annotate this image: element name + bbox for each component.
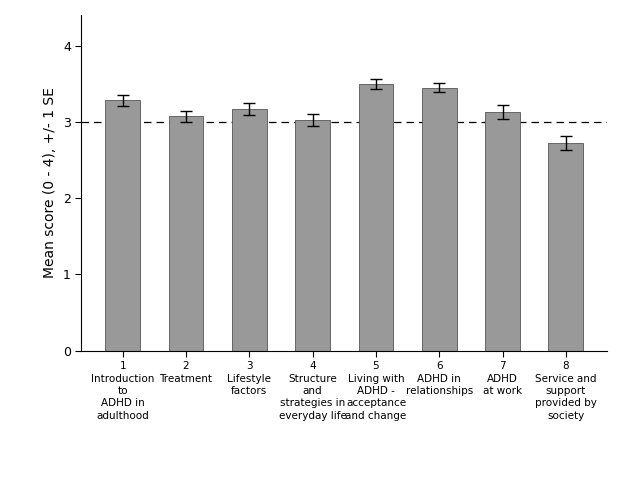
Bar [168,117,203,351]
Bar [105,101,140,351]
Bar [422,88,457,351]
Bar [548,143,583,351]
Y-axis label: Mean score (0 - 4), +/- 1 SE: Mean score (0 - 4), +/- 1 SE [43,88,58,278]
Bar [232,109,267,351]
Bar [359,84,393,351]
Bar [295,120,330,351]
Bar [485,112,520,351]
